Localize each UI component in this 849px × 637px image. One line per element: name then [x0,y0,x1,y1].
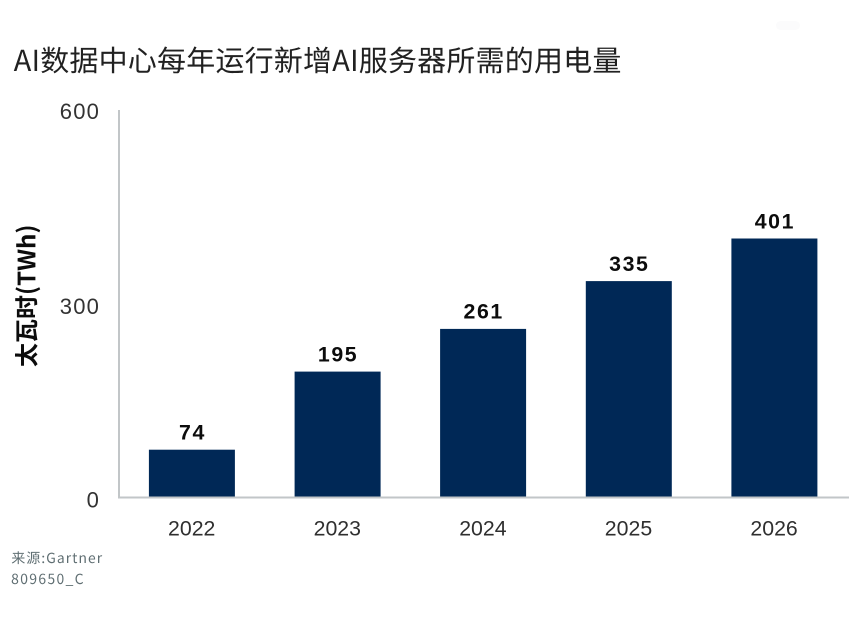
svg-text:335: 335 [609,252,649,276]
svg-text:401: 401 [755,209,795,233]
svg-text:195: 195 [318,342,358,366]
svg-text:2024: 2024 [459,517,507,541]
svg-text:74: 74 [179,421,206,445]
svg-text:2026: 2026 [750,517,797,541]
svg-text:2022: 2022 [168,517,215,541]
svg-text:2023: 2023 [314,517,361,541]
svg-text:300: 300 [60,294,100,319]
svg-text:2025: 2025 [605,517,652,541]
svg-text:261: 261 [464,300,504,324]
svg-text:600: 600 [60,99,100,124]
svg-text:0: 0 [87,487,100,512]
